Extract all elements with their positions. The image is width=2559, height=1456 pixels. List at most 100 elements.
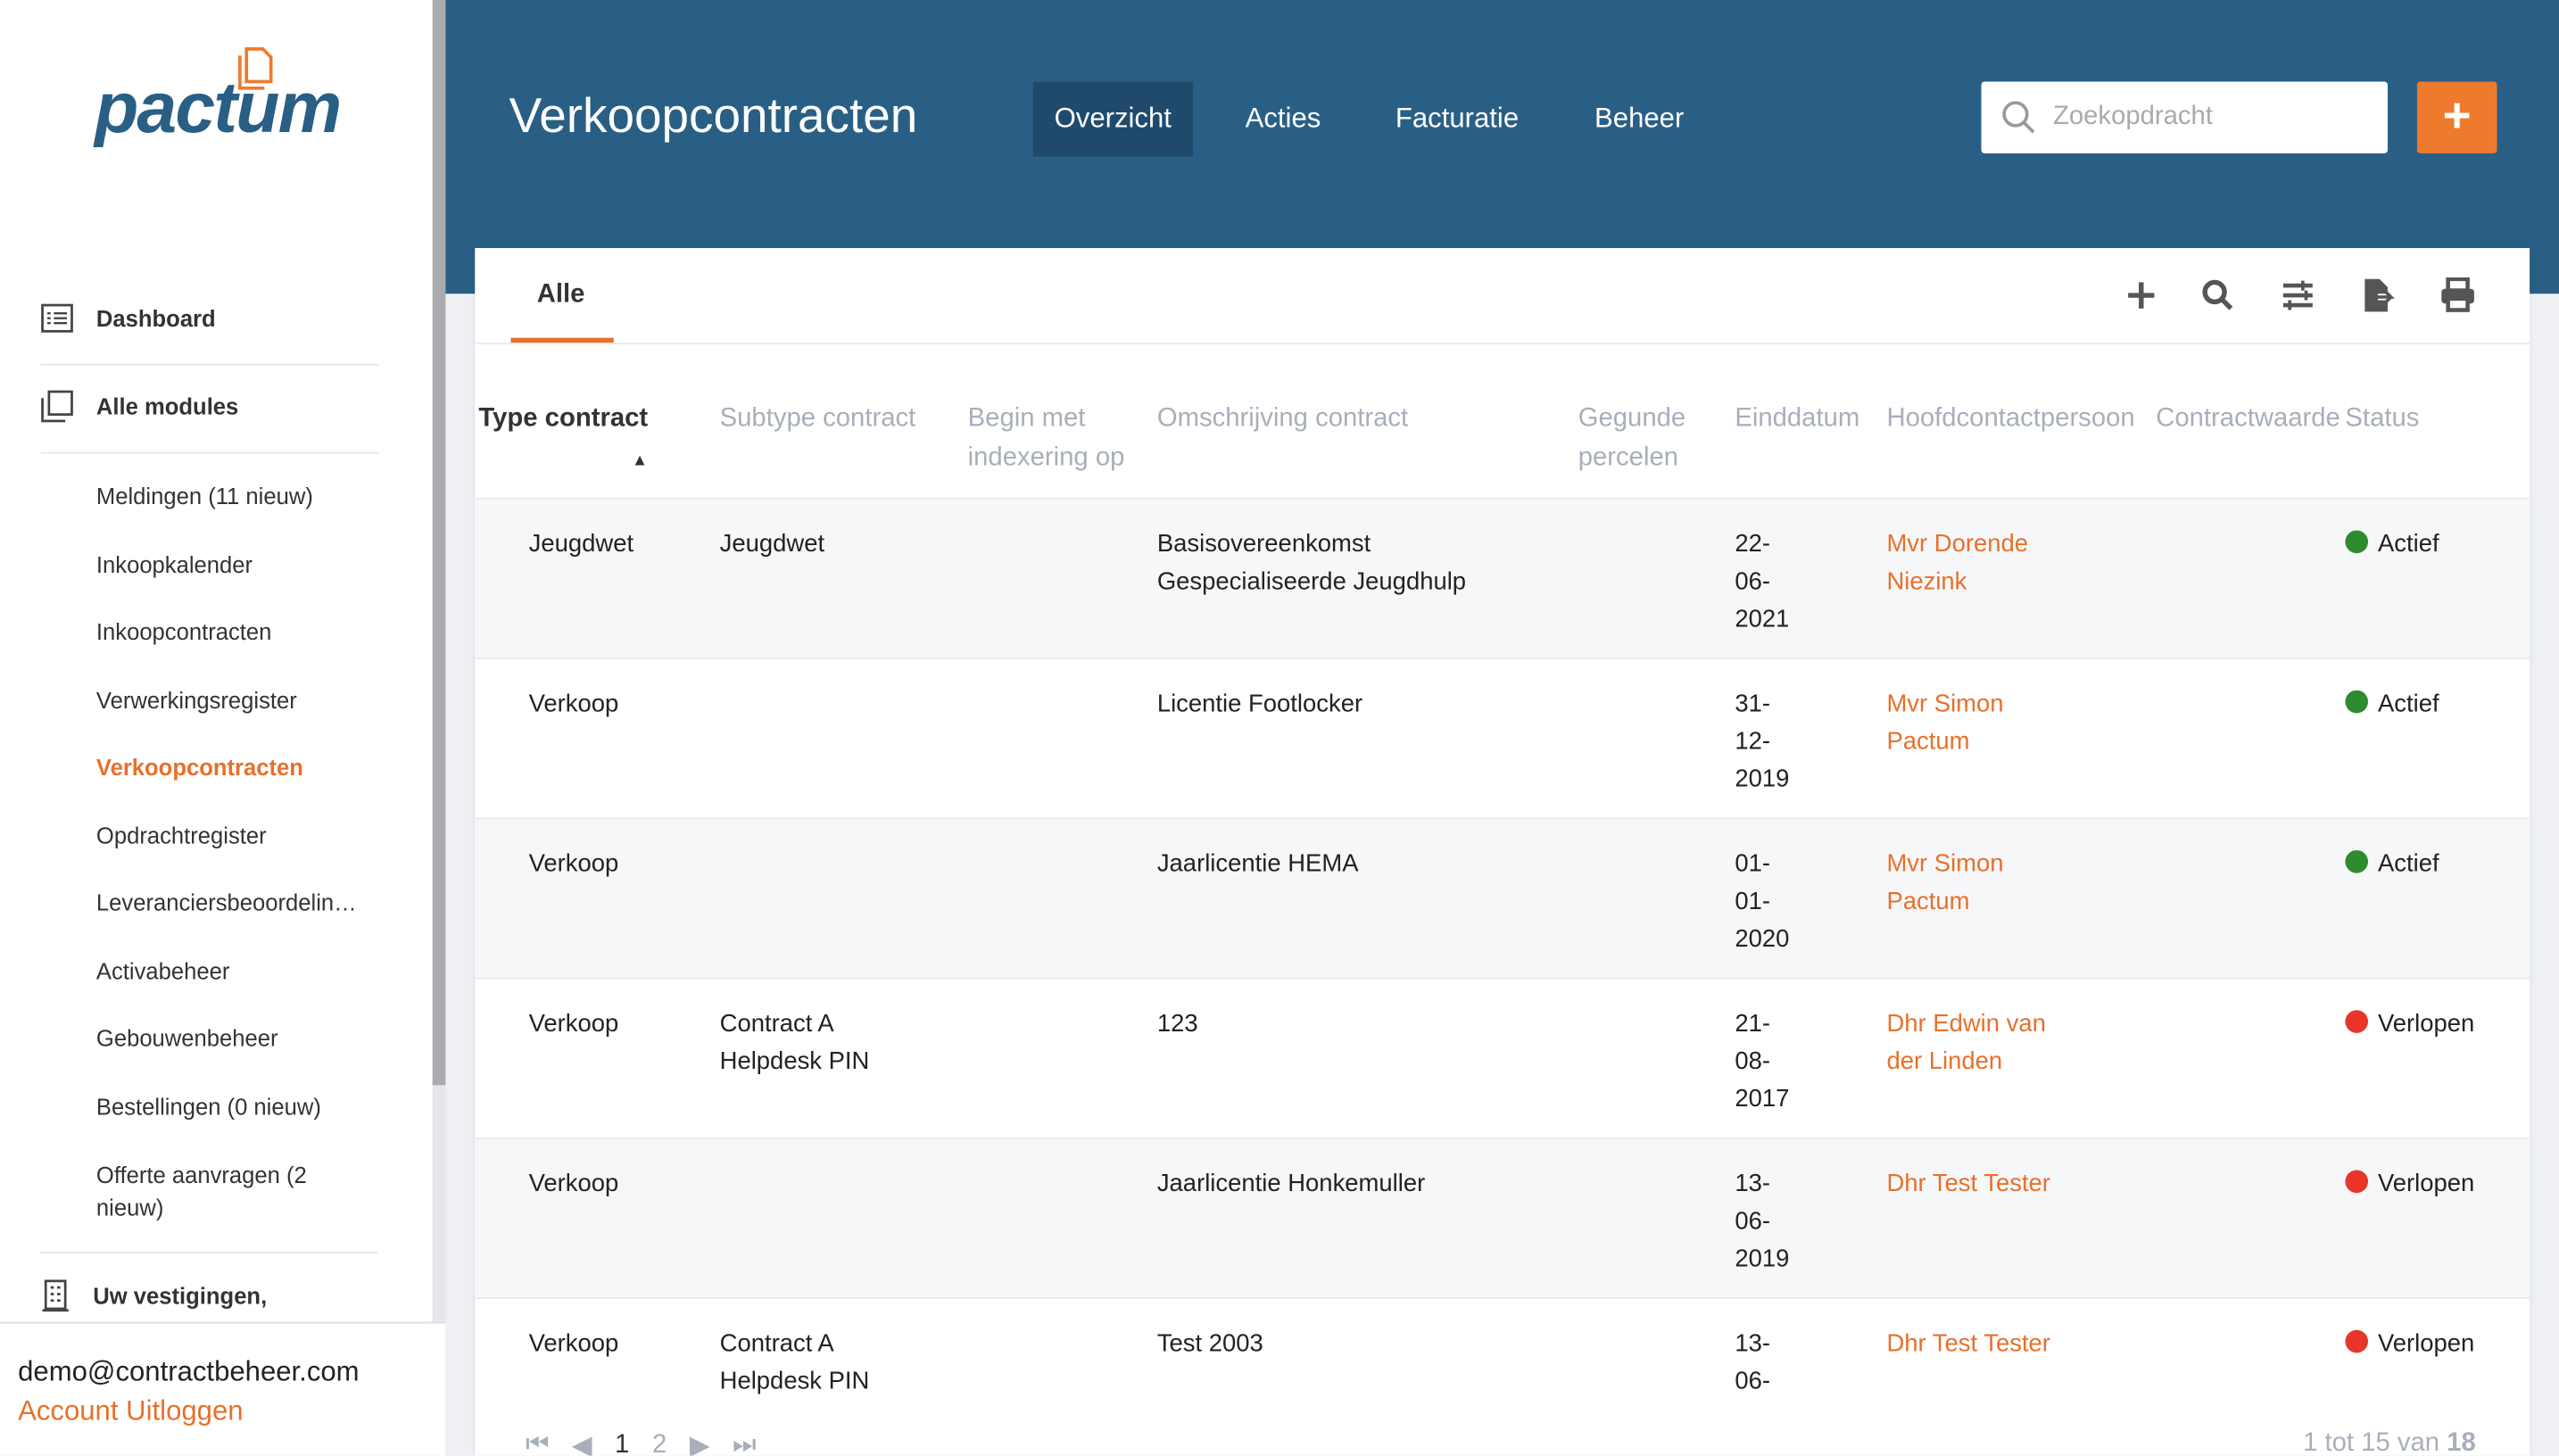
cell-status: Actief	[2345, 845, 2524, 882]
search-icon[interactable]	[2200, 277, 2236, 313]
column-header-subtype[interactable]: Subtype contract	[719, 404, 916, 433]
cell-contact[interactable]: Dhr Test Tester	[1886, 1329, 2050, 1358]
column-header-type[interactable]: Type contract ▲	[478, 404, 649, 470]
user-email: demo@contractbeheer.com	[18, 1355, 360, 1387]
cell-einddatum: 21-08-2017	[1735, 1010, 1790, 1113]
nav-beheer[interactable]: Beheer	[1594, 103, 1685, 134]
cell-contact[interactable]: Mvr Simon Pactum	[1886, 690, 2004, 756]
cell-type: Verkoop	[528, 1010, 619, 1038]
sidebar-scrollbar-thumb[interactable]	[432, 0, 446, 1086]
status-label: Actief	[2377, 690, 2439, 718]
logo-document-icon	[238, 47, 273, 90]
cell-omschrijving: Jaarlicentie HEMA	[1156, 849, 1359, 879]
status-dot-icon	[2345, 1170, 2369, 1194]
column-header-hoofdcontactpersoon[interactable]: Hoofdcontactpersoon	[1886, 404, 2135, 433]
status-dot-icon	[2345, 1329, 2369, 1353]
column-header-contractwaarde[interactable]: Contractwaarde	[2156, 404, 2340, 433]
cell-einddatum: 01-01-2020	[1735, 849, 1790, 954]
sidebar-item-label: Uw vestigingen,	[93, 1282, 268, 1309]
building-icon	[42, 1279, 69, 1312]
cell-type: Verkoop	[528, 1170, 619, 1198]
cell-einddatum: 13-06-	[1735, 1329, 1771, 1395]
table-row[interactable]: Verkoop Jaarlicentie HEMA 01-01-2020 Mvr Si…	[475, 817, 2530, 980]
export-icon[interactable]	[2360, 277, 2396, 313]
cell-einddatum: 31-12-2019	[1735, 690, 1790, 793]
cell-contact[interactable]: Dhr Test Tester	[1886, 1170, 2050, 1198]
cell-omschrijving: Licentie Footlocker	[1156, 690, 1363, 718]
table-row[interactable]: Verkoop Contract A Helpdesk PIN Test 2003 1…	[475, 1297, 2530, 1408]
cell-contact[interactable]: Dhr Edwin van der Linden	[1886, 1010, 2046, 1076]
active-tab-indicator	[510, 337, 614, 343]
sidebar-item-label: Dashboard	[95, 305, 216, 332]
add-button[interactable]: +	[2416, 81, 2497, 153]
sliders-icon[interactable]	[2280, 277, 2315, 313]
account-link[interactable]: Account	[18, 1394, 119, 1427]
tab-alle[interactable]: Alle	[536, 280, 585, 309]
cell-type: Verkoop	[528, 849, 619, 879]
divider	[40, 363, 379, 366]
search-placeholder: Zoekopdracht	[2053, 103, 2213, 131]
cell-type: Verkoop	[528, 1329, 619, 1358]
list-icon	[41, 303, 73, 333]
status-dot-icon	[2345, 530, 2369, 554]
cell-contact[interactable]: Mvr Simon Pactum	[1886, 849, 2004, 916]
table-row[interactable]: Jeugdwet Jeugdwet Basisovereenkomst Gespec…	[475, 497, 2530, 659]
column-header-omschrijving[interactable]: Omschrijving contract	[1156, 404, 1409, 433]
sort-ascending-icon: ▲	[632, 451, 649, 470]
table-row[interactable]: Verkoop Licentie Footlocker 31-12-2019 Mvr …	[475, 658, 2530, 819]
column-header-begin-indexering[interactable]: Begin met indexering op	[967, 404, 1125, 472]
sidebar-item-dashboard[interactable]: Dashboard	[41, 303, 216, 333]
status-label: Actief	[2377, 530, 2439, 558]
status-label: Verlopen	[2377, 1329, 2475, 1358]
table-row[interactable]: Verkoop Contract A Helpdesk PIN 123 21-08-2…	[475, 977, 2530, 1139]
sidebar-item-vestigingen[interactable]: Uw vestigingen,	[41, 1279, 267, 1312]
page-2[interactable]: 2	[651, 1431, 667, 1456]
next-page-icon[interactable]: ▶	[689, 1432, 710, 1456]
copy-icon	[41, 390, 73, 423]
cell-omschrijving: Basisovereenkomst Gespecialiseerde Jeugd…	[1156, 530, 1467, 596]
cell-omschrijving: 123	[1156, 1010, 1198, 1038]
page-1[interactable]: 1	[615, 1431, 630, 1456]
status-label: Actief	[2377, 849, 2439, 879]
cell-einddatum: 22-06-2021	[1735, 530, 1790, 633]
cell-status: Verlopen	[2345, 1005, 2524, 1043]
cell-type: Jeugdwet	[528, 530, 634, 558]
divider	[40, 1251, 379, 1253]
logout-link[interactable]: Uitloggen	[126, 1394, 244, 1427]
first-page-icon[interactable]: ⏮	[525, 1431, 550, 1456]
status-label: Verlopen	[2377, 1010, 2475, 1038]
sidebar: pactum Dashboard Alle modules Meldingen …	[0, 0, 433, 1456]
last-page-icon[interactable]: ⏭	[732, 1431, 757, 1456]
status-dot-icon	[2345, 1010, 2369, 1033]
divider	[475, 343, 2530, 344]
nav-facturatie[interactable]: Facturatie	[1395, 103, 1520, 134]
status-label: Verlopen	[2377, 1170, 2475, 1198]
sidebar-footer: demo@contractbeheer.com Account Uitlogge…	[0, 1321, 446, 1456]
column-header-gegunde-percelen[interactable]: Gegunde percelen	[1578, 404, 1686, 472]
cell-contact[interactable]: Mvr Dorende Niezink	[1886, 530, 2029, 596]
cell-subtype: Contract A Helpdesk PIN	[719, 1010, 870, 1076]
nav-acties[interactable]: Acties	[1245, 103, 1321, 134]
prev-page-icon[interactable]: ◀	[571, 1432, 592, 1456]
cell-type: Verkoop	[528, 690, 619, 718]
cell-subtype: Jeugdwet	[719, 530, 825, 558]
column-header-status[interactable]: Status	[2345, 404, 2420, 433]
nav-overzicht[interactable]: Overzicht	[1032, 81, 1193, 157]
page-title: Verkoopcontracten	[509, 89, 918, 144]
sidebar-item-alle-modules[interactable]: Alle modules	[41, 390, 239, 423]
cell-status: Actief	[2345, 525, 2524, 563]
plus-icon[interactable]	[2124, 277, 2159, 313]
status-dot-icon	[2345, 849, 2369, 873]
column-header-einddatum[interactable]: Einddatum	[1735, 404, 1860, 433]
logo[interactable]: pactum	[95, 68, 342, 149]
search-input[interactable]: Zoekopdracht	[1981, 81, 2388, 153]
cell-omschrijving: Test 2003	[1156, 1329, 1263, 1358]
sidebar-item-label: Alle modules	[95, 393, 239, 420]
cell-omschrijving: Jaarlicentie Honkemuller	[1156, 1170, 1426, 1198]
divider	[40, 451, 379, 454]
cell-status: Verlopen	[2345, 1165, 2524, 1203]
cell-status: Verlopen	[2345, 1325, 2524, 1362]
table-row[interactable]: Verkoop Jaarlicentie Honkemuller 13-06-201…	[475, 1137, 2530, 1299]
print-icon[interactable]	[2440, 277, 2476, 313]
cell-einddatum: 13-06-2019	[1735, 1170, 1790, 1273]
